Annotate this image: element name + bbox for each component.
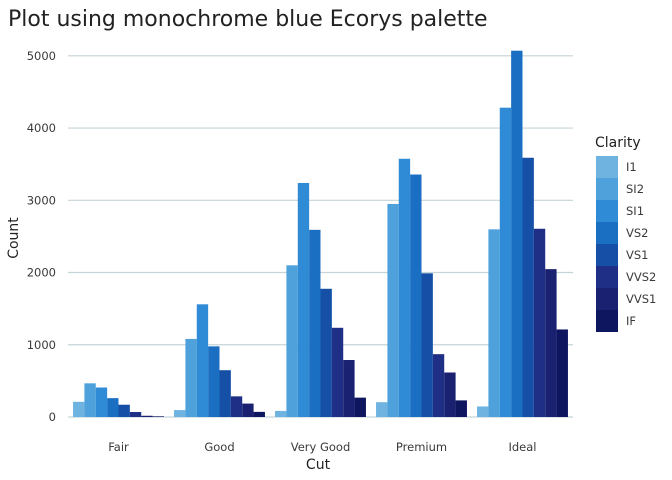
legend-label: VS1 bbox=[626, 248, 648, 262]
bar-vs1 bbox=[219, 370, 231, 417]
y-tick-label: 0 bbox=[49, 410, 56, 424]
bar-i1 bbox=[376, 402, 388, 417]
bar-si1 bbox=[499, 107, 512, 418]
y-tick-label: 3000 bbox=[27, 193, 56, 207]
legend-key bbox=[596, 266, 618, 288]
bar-vvs1 bbox=[444, 372, 456, 417]
bar-vvs2 bbox=[129, 412, 142, 417]
bar-si2 bbox=[387, 203, 399, 417]
bar-vs2 bbox=[511, 50, 523, 417]
bar-vs2 bbox=[309, 229, 321, 417]
x-tick-label: Good bbox=[204, 440, 234, 454]
legend-label: IF bbox=[626, 314, 636, 328]
legend-key bbox=[596, 310, 618, 332]
bar-i1 bbox=[73, 401, 85, 417]
bar-vvs1 bbox=[343, 360, 355, 417]
bar-if bbox=[556, 329, 568, 417]
y-axis-ticks: 0 1000 2000 3000 4000 5000 bbox=[27, 49, 56, 424]
y-tick-label: 4000 bbox=[27, 121, 56, 135]
bar-vvs2 bbox=[533, 228, 546, 417]
x-tick-label: Very Good bbox=[291, 440, 351, 454]
bar-si1 bbox=[95, 387, 108, 417]
bar-vs1 bbox=[118, 404, 130, 417]
legend-key bbox=[596, 244, 618, 266]
legend-label: VS2 bbox=[626, 226, 648, 240]
y-tick-label: 1000 bbox=[27, 338, 56, 352]
bar-i1 bbox=[275, 410, 287, 417]
bar-vs1 bbox=[421, 273, 433, 417]
legend-label: VVS1 bbox=[626, 292, 656, 306]
bar-vs2 bbox=[208, 346, 220, 417]
bar-vs2 bbox=[107, 398, 119, 417]
bar-if bbox=[455, 400, 467, 417]
bar-if bbox=[152, 416, 164, 417]
bar-vvs2 bbox=[432, 354, 445, 417]
chart-title: Plot using monochrome blue Ecorys palett… bbox=[8, 7, 488, 32]
legend-label: SI1 bbox=[626, 204, 644, 218]
bar-vvs1 bbox=[242, 403, 254, 417]
legend-key bbox=[596, 200, 618, 222]
x-tick-label: Ideal bbox=[508, 440, 536, 454]
bar-si1 bbox=[196, 304, 209, 417]
legend: Clarity I1 SI2 SI1 VS2 VS1 VVS2 VVS1 IF bbox=[595, 135, 656, 332]
x-tick-label: Premium bbox=[396, 440, 447, 454]
y-axis-title: Count bbox=[6, 217, 22, 259]
legend-title: Clarity bbox=[595, 135, 641, 151]
bar-vvs2 bbox=[230, 396, 243, 417]
x-tick-label: Fair bbox=[108, 440, 129, 454]
legend-key bbox=[596, 222, 618, 244]
bar-si1 bbox=[398, 158, 411, 418]
legend-key bbox=[596, 156, 618, 178]
bar-i1 bbox=[477, 406, 489, 417]
legend-label: I1 bbox=[626, 160, 637, 174]
bar-vs2 bbox=[410, 174, 422, 417]
legend-label: SI2 bbox=[626, 182, 644, 196]
bar-si2 bbox=[84, 383, 96, 417]
legend-key bbox=[596, 178, 618, 200]
bar-if bbox=[253, 411, 265, 417]
bar-vs1 bbox=[522, 157, 534, 417]
bar-if bbox=[354, 397, 366, 417]
bar-si2 bbox=[185, 338, 197, 417]
bar-vvs1 bbox=[141, 415, 153, 417]
bar-si2 bbox=[286, 265, 298, 417]
bar-si2 bbox=[488, 229, 500, 417]
bar-vvs2 bbox=[331, 327, 344, 417]
legend-label: VVS2 bbox=[626, 270, 656, 284]
x-axis-title: Cut bbox=[306, 457, 331, 473]
y-tick-label: 2000 bbox=[27, 266, 56, 280]
bars bbox=[73, 50, 568, 418]
legend-key bbox=[596, 288, 618, 310]
bar-i1 bbox=[174, 410, 186, 417]
bar-vs1 bbox=[320, 288, 332, 417]
y-tick-label: 5000 bbox=[27, 49, 56, 63]
bar-si1 bbox=[297, 182, 310, 417]
bar-vvs1 bbox=[545, 269, 557, 417]
x-axis-ticks: Fair Good Very Good Premium Ideal bbox=[108, 440, 536, 454]
